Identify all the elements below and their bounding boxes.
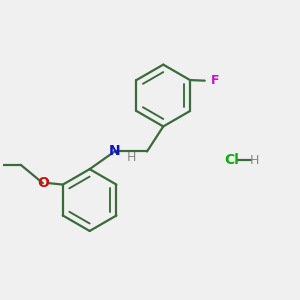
Text: Cl: Cl xyxy=(224,153,239,167)
Text: F: F xyxy=(211,74,220,87)
Text: O: O xyxy=(37,176,49,190)
Text: N: N xyxy=(109,145,121,158)
Text: H: H xyxy=(127,152,136,164)
Text: H: H xyxy=(250,154,259,167)
